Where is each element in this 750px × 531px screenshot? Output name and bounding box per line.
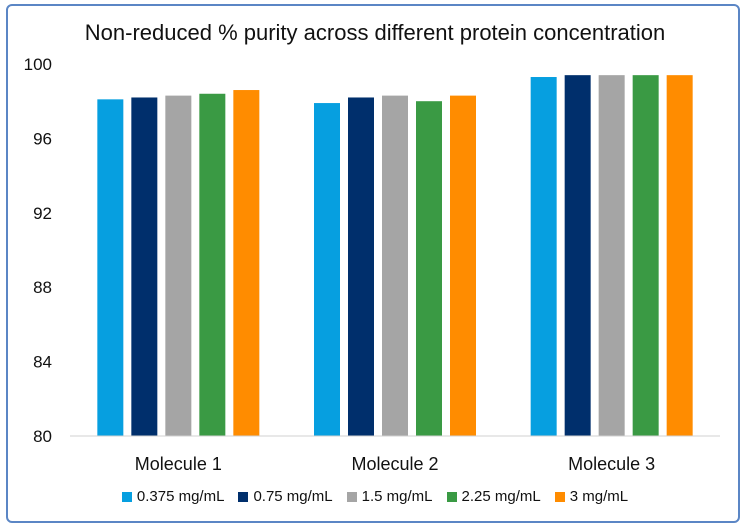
x-tick-label: Molecule 2 — [351, 454, 438, 474]
bar — [382, 95, 408, 437]
bar — [666, 75, 693, 436]
x-tick-label: Molecule 3 — [568, 454, 655, 474]
bar — [165, 95, 192, 437]
y-tick-label: 96 — [33, 129, 52, 148]
chart-legend: 0.375 mg/mL 0.75 mg/mL 1.5 mg/mL 2.25 mg/mL… — [0, 488, 750, 505]
bar — [416, 101, 442, 436]
legend-label: 0.375 mg/mL — [136, 488, 225, 505]
bar — [450, 95, 476, 437]
legend-label: 2.25 mg/mL — [461, 488, 541, 505]
chart-title: Non-reduced % purity across different pr… — [84, 20, 666, 45]
legend-item: 0.375 mg/mL — [121, 488, 225, 505]
legend-swatch — [346, 491, 357, 502]
y-tick-label: 84 — [33, 353, 52, 372]
legend-label: 1.5 mg/mL — [361, 488, 433, 505]
legend-item: 2.25 mg/mL — [446, 488, 541, 505]
bar — [530, 77, 557, 437]
y-tick-label: 100 — [24, 55, 52, 74]
bar — [314, 103, 340, 436]
legend-item: 0.75 mg/mL — [238, 488, 333, 505]
legend-item: 3 mg/mL — [554, 488, 629, 505]
bar — [348, 97, 374, 436]
bar — [233, 90, 260, 436]
legend-swatch — [121, 491, 132, 502]
bar — [632, 75, 659, 436]
bar — [598, 75, 625, 436]
y-tick-label: 80 — [33, 427, 52, 446]
y-tick-label: 92 — [33, 204, 52, 223]
legend-label: 0.75 mg/mL — [253, 488, 333, 505]
bar — [131, 97, 158, 436]
y-tick-label: 88 — [33, 278, 52, 297]
legend-item: 1.5 mg/mL — [346, 488, 433, 505]
bar — [199, 93, 226, 436]
legend-swatch — [238, 491, 249, 502]
bar — [564, 75, 591, 436]
legend-label: 3 mg/mL — [569, 488, 629, 505]
x-tick-label: Molecule 1 — [135, 454, 222, 474]
legend-swatch — [446, 491, 457, 502]
legend-swatch — [554, 491, 565, 502]
bar — [97, 99, 124, 436]
